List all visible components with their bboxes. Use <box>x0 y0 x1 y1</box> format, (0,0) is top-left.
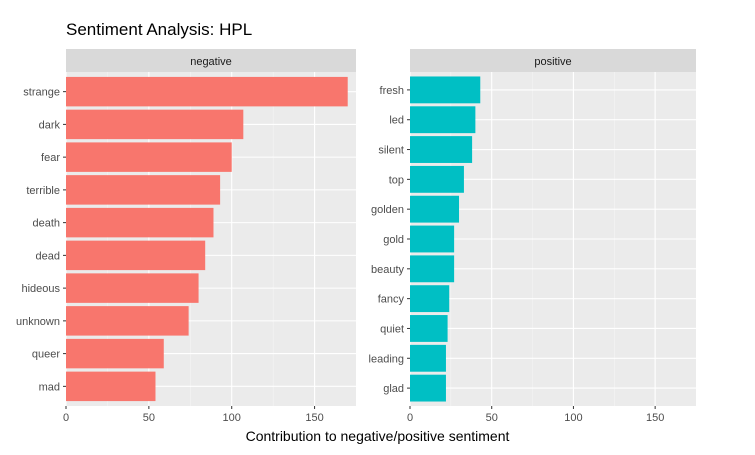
bar-strange <box>66 76 348 107</box>
y-tick-label: unknown <box>16 316 60 328</box>
bar-gold <box>410 225 455 253</box>
bar-hideous <box>66 273 199 303</box>
y-tick-label: led <box>389 115 404 127</box>
y-tick-label: dark <box>39 119 61 131</box>
y-tick-label: queer <box>32 349 60 361</box>
y-tick-label: fancy <box>378 294 405 306</box>
facet-strip <box>410 49 696 72</box>
bar-dark <box>66 109 244 140</box>
y-tick-label: death <box>32 218 60 230</box>
facet-label: positive <box>534 56 571 68</box>
bar-glad <box>410 374 446 402</box>
y-tick-label: glad <box>383 383 404 395</box>
y-tick-label: fresh <box>380 85 404 97</box>
y-tick-label: quiet <box>380 323 404 335</box>
bar-fancy <box>410 285 450 313</box>
bar-leading <box>410 344 446 372</box>
y-tick-label: silent <box>378 145 404 157</box>
bar-golden <box>410 195 460 223</box>
bar-quiet <box>410 315 448 342</box>
facet-panel-negative: negative strange dark fear terrible death dead… <box>16 49 356 424</box>
x-tick-label: 150 <box>646 412 664 424</box>
bar-unknown <box>66 306 189 336</box>
chart-title: Sentiment Analysis: HPL <box>66 20 253 39</box>
bar-dead <box>66 240 206 271</box>
x-tick-label: 0 <box>63 412 69 424</box>
y-tick-label: hideous <box>21 283 60 295</box>
facet-strip <box>66 49 356 72</box>
bar-fear <box>66 142 232 172</box>
x-tick-label: 50 <box>486 412 498 424</box>
y-tick-label: mad <box>39 381 60 393</box>
bar-terrible <box>66 175 221 205</box>
y-tick-label: terrible <box>26 185 60 197</box>
y-tick-label: strange <box>23 87 60 99</box>
bar-fresh <box>410 76 481 104</box>
y-tick-label: top <box>389 174 404 186</box>
bar-queer <box>66 338 164 369</box>
bar-death <box>66 207 214 238</box>
x-tick-label: 100 <box>223 412 241 424</box>
y-tick-label: gold <box>383 234 404 246</box>
y-tick-label: fear <box>41 152 60 164</box>
bar-beauty <box>410 255 455 283</box>
x-tick-label: 150 <box>305 412 323 424</box>
x-tick-label: 100 <box>564 412 582 424</box>
y-tick-label: dead <box>36 250 60 262</box>
bar-led <box>410 106 476 134</box>
y-tick-label: beauty <box>371 264 405 276</box>
bar-silent <box>410 136 473 163</box>
y-tick-label: leading <box>369 353 404 365</box>
x-tick-label: 50 <box>143 412 155 424</box>
facet-label: negative <box>190 56 232 68</box>
bar-mad <box>66 371 156 402</box>
x-axis-label: Contribution to negative/positive sentim… <box>245 428 510 444</box>
x-tick-label: 0 <box>407 412 413 424</box>
bar-top <box>410 165 464 193</box>
y-tick-label: golden <box>371 204 404 216</box>
facet-panel-positive: positive fresh led silent top golden gold beaut… <box>369 49 696 424</box>
